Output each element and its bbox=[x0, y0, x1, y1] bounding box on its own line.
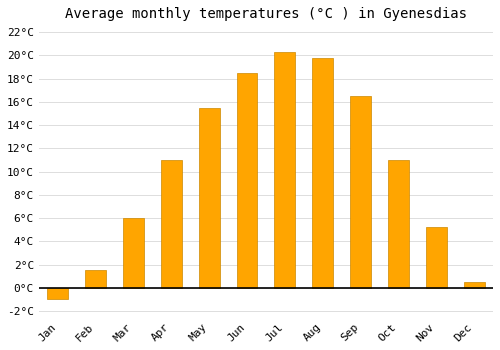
Bar bbox=[388, 160, 409, 288]
Title: Average monthly temperatures (°C ) in Gyenesdias: Average monthly temperatures (°C ) in Gy… bbox=[65, 7, 467, 21]
Bar bbox=[236, 73, 258, 288]
Bar bbox=[161, 160, 182, 288]
Bar bbox=[464, 282, 484, 288]
Bar bbox=[350, 96, 371, 288]
Bar bbox=[123, 218, 144, 288]
Bar bbox=[274, 52, 295, 288]
Bar bbox=[198, 108, 220, 288]
Bar bbox=[85, 270, 106, 288]
Bar bbox=[48, 288, 68, 299]
Bar bbox=[312, 58, 333, 288]
Bar bbox=[426, 227, 446, 288]
